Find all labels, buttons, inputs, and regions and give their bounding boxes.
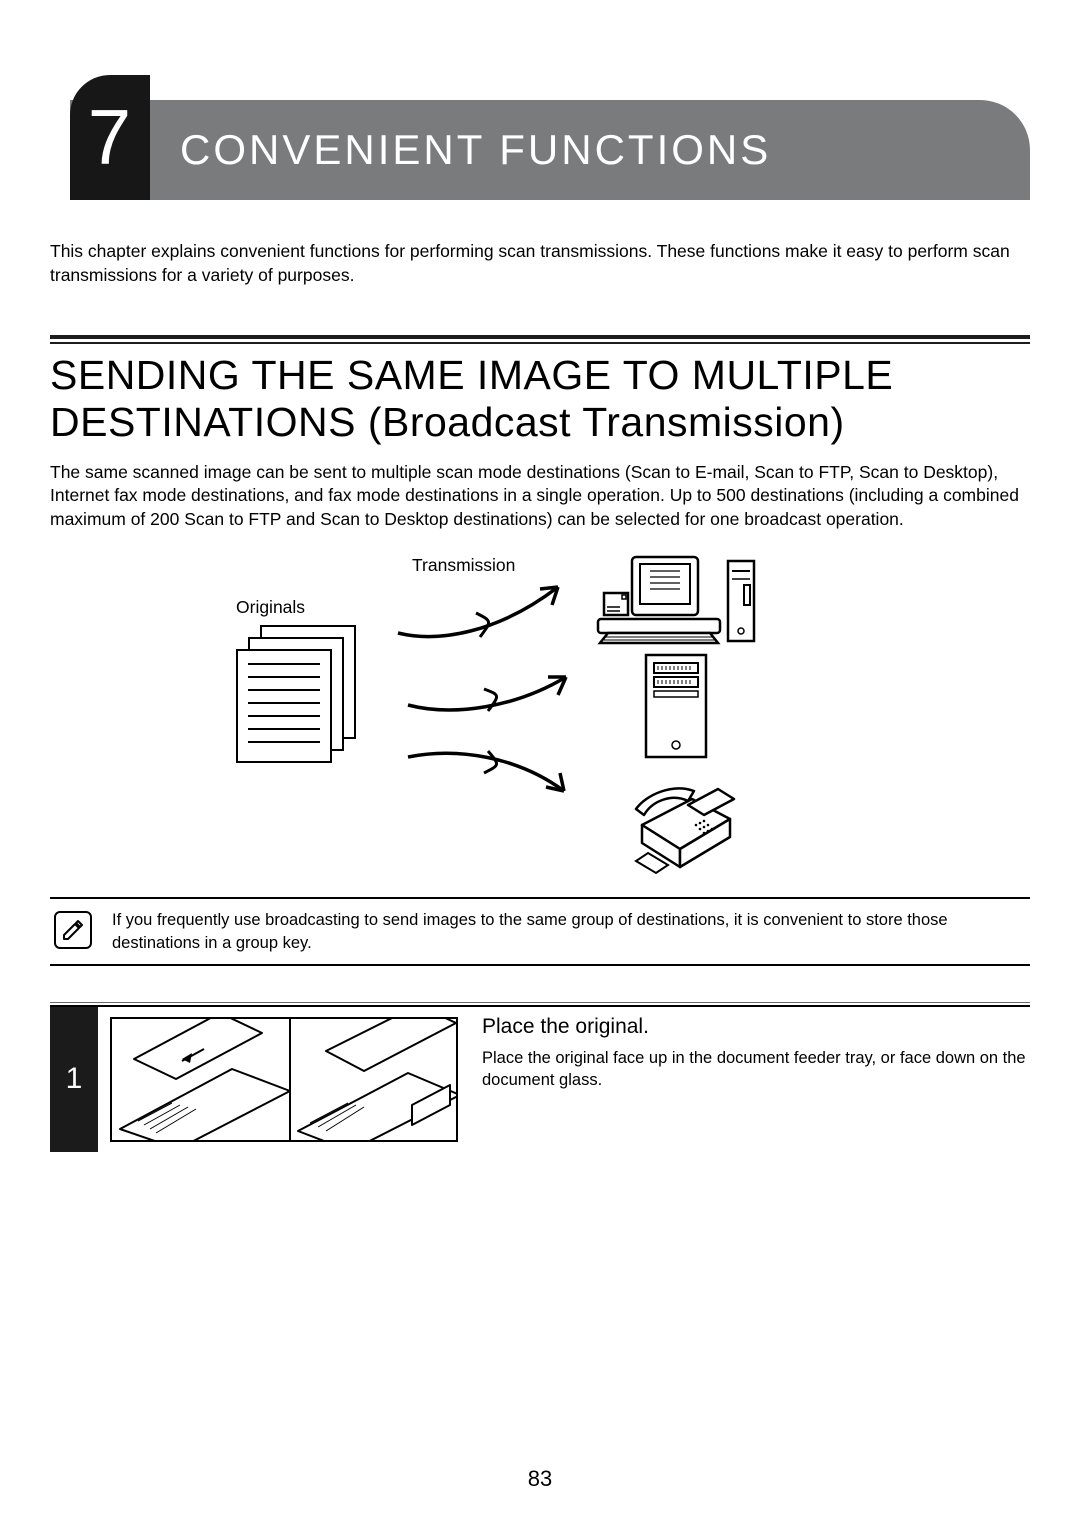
label-originals: Originals bbox=[236, 597, 305, 618]
server-tower-icon bbox=[640, 651, 718, 768]
step-title: Place the original. bbox=[482, 1015, 1026, 1039]
page-number: 83 bbox=[0, 1466, 1080, 1492]
arrow-icon bbox=[388, 573, 588, 653]
chapter-number-tab: 7 bbox=[70, 75, 150, 200]
fax-machine-icon bbox=[622, 769, 742, 882]
chapter-header: CONVENIENT FUNCTIONS 7 bbox=[50, 80, 1030, 200]
document-page: CONVENIENT FUNCTIONS 7 This chapter expl… bbox=[0, 0, 1080, 1528]
copier-illustration bbox=[110, 1017, 458, 1142]
arrow-icon bbox=[398, 737, 588, 817]
section-title: SENDING THE SAME IMAGE TO MULTIPLE DESTI… bbox=[50, 352, 1030, 446]
broadcast-diagram: Originals Transmission bbox=[50, 549, 1030, 879]
step-text: Place the original. Place the original f… bbox=[468, 1007, 1030, 1152]
section-body: The same scanned image can be sent to mu… bbox=[50, 461, 1030, 532]
chapter-title-bar: CONVENIENT FUNCTIONS bbox=[70, 100, 1030, 200]
pencil-note-icon bbox=[54, 911, 92, 949]
step-description: Place the original face up in the docume… bbox=[482, 1047, 1026, 1092]
chapter-number: 7 bbox=[88, 92, 132, 183]
step-figure bbox=[98, 1007, 468, 1152]
chapter-intro-text: This chapter explains convenient functio… bbox=[50, 240, 1030, 287]
note-box: If you frequently use broadcasting to se… bbox=[50, 897, 1030, 966]
note-text: If you frequently use broadcasting to se… bbox=[112, 909, 1030, 954]
desktop-computer-icon bbox=[590, 549, 760, 650]
step-row: 1 bbox=[50, 1007, 1030, 1152]
step-number: 1 bbox=[50, 1007, 98, 1152]
arrow-icon bbox=[398, 659, 588, 729]
section-divider bbox=[50, 335, 1030, 344]
chapter-title: CONVENIENT FUNCTIONS bbox=[180, 126, 771, 174]
